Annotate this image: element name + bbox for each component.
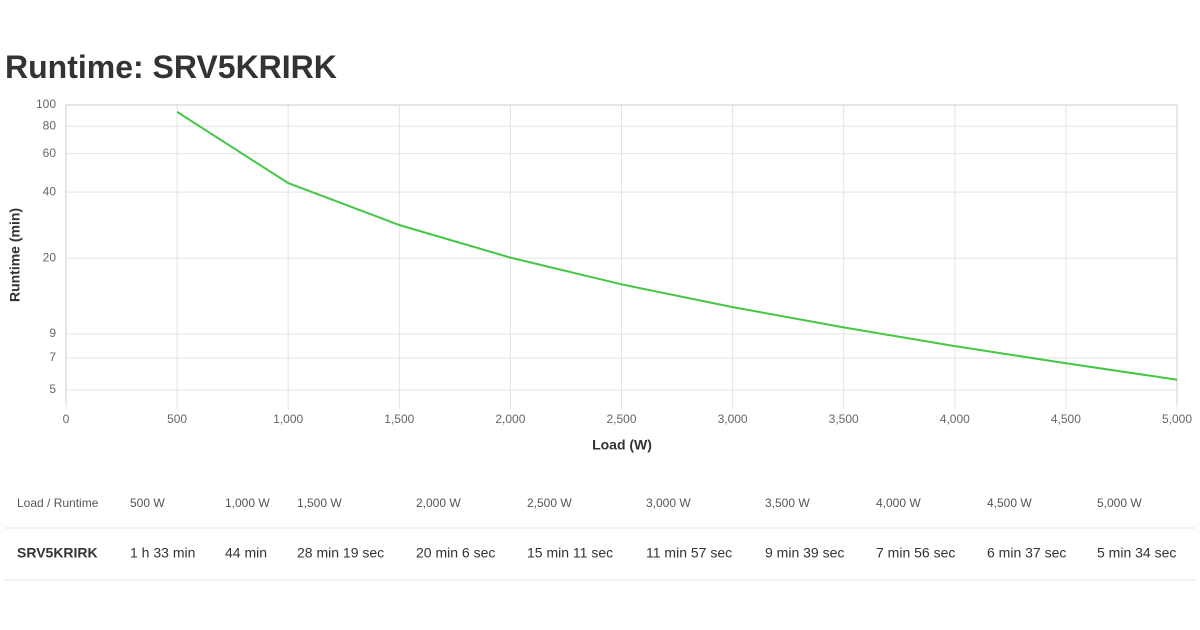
x-tick-label: 2,500 — [606, 412, 636, 426]
table-header-cell: 4,000 W — [876, 496, 921, 510]
table-cell: 28 min 19 sec — [297, 545, 384, 561]
table-cell: 7 min 56 sec — [876, 545, 955, 561]
table-cell: 1 h 33 min — [130, 545, 195, 561]
y-tick-label: 60 — [43, 146, 57, 160]
x-tick-label: 3,500 — [829, 412, 859, 426]
y-tick-label: 40 — [43, 184, 57, 198]
table-cell: 9 min 39 sec — [765, 545, 844, 561]
x-tick-label: 4,000 — [940, 412, 970, 426]
table-header-cell: 2,000 W — [416, 496, 461, 510]
y-tick-label: 5 — [49, 382, 56, 396]
table-header-cell: 5,000 W — [1097, 496, 1142, 510]
x-axis-title: Load (W) — [592, 437, 652, 453]
y-tick-label: 100 — [36, 97, 56, 111]
table-header-cell: 4,500 W — [987, 496, 1032, 510]
y-tick-label: 80 — [43, 118, 57, 132]
x-tick-label: 5,000 — [1162, 412, 1192, 426]
y-tick-label: 9 — [49, 326, 56, 340]
table-header-cell: Load / Runtime — [17, 496, 99, 510]
table-header-cell: 1,500 W — [297, 496, 342, 510]
table-header-cell: 3,000 W — [646, 496, 691, 510]
y-axis-title: Runtime (min) — [7, 208, 23, 302]
x-tick-label: 0 — [63, 412, 70, 426]
table-header-cell: 2,500 W — [527, 496, 572, 510]
table-header-cell: 3,500 W — [765, 496, 810, 510]
x-tick-label: 2,000 — [495, 412, 525, 426]
table-cell: 20 min 6 sec — [416, 545, 495, 561]
table-cell: 11 min 57 sec — [646, 545, 732, 561]
x-tick-label: 1,000 — [273, 412, 303, 426]
x-tick-label: 3,000 — [718, 412, 748, 426]
table-cell: SRV5KRIRK — [17, 545, 98, 561]
table-cell: 15 min 11 sec — [527, 545, 613, 561]
chart-title: Runtime: SRV5KRIRK — [5, 49, 337, 85]
table-cell: 6 min 37 sec — [987, 545, 1066, 561]
x-tick-label: 1,500 — [384, 412, 414, 426]
y-tick-label: 20 — [43, 250, 57, 264]
y-tick-label: 7 — [49, 350, 56, 364]
x-tick-label: 4,500 — [1051, 412, 1081, 426]
table-cell: 44 min — [225, 545, 267, 561]
table-header-cell: 500 W — [130, 496, 165, 510]
table-cell: 5 min 34 sec — [1097, 545, 1176, 561]
x-tick-label: 500 — [167, 412, 187, 426]
table-header-cell: 1,000 W — [225, 496, 270, 510]
series-line — [176, 111, 1178, 381]
